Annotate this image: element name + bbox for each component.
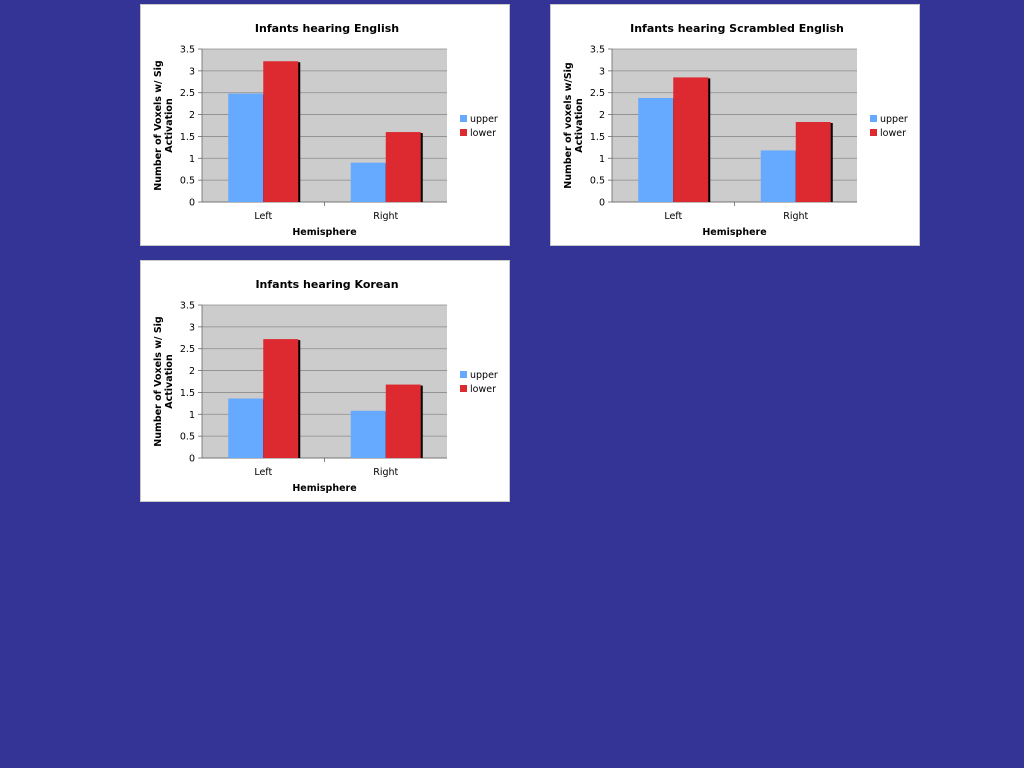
legend-swatch-lower bbox=[460, 385, 467, 392]
chart-title: Infants hearing English bbox=[255, 22, 399, 35]
bar-lower-right bbox=[385, 384, 421, 458]
bar-upper-right bbox=[760, 150, 796, 202]
y-tick-label: 1.5 bbox=[180, 132, 195, 143]
y-tick-label: 3 bbox=[599, 66, 605, 77]
y-axis-title-line: Activation bbox=[164, 354, 175, 409]
x-tick-label: Left bbox=[254, 211, 272, 222]
y-axis-title-line: Activation bbox=[164, 98, 175, 153]
legend-label-lower: lower bbox=[470, 128, 496, 139]
y-tick-label: 1 bbox=[599, 154, 605, 165]
y-tick-label: 2.5 bbox=[180, 344, 195, 355]
bar-lower-right bbox=[385, 132, 421, 202]
x-axis-title: Hemisphere bbox=[702, 227, 766, 238]
bar-upper-left bbox=[228, 398, 264, 458]
y-axis-title-line: Number of voxels w/Sig bbox=[563, 62, 574, 188]
bar-upper-left bbox=[228, 93, 264, 202]
chart-infants-english: Infants hearing English 0 0.5 1 1.5 2 2.5 3 3.5 L… bbox=[140, 4, 510, 246]
chart-svg: Infants hearing Scrambled English 0 0.5 1 1.… bbox=[563, 22, 908, 238]
legend-swatch-lower bbox=[460, 129, 467, 136]
y-axis-title-line: Number of Voxels w/ Sig bbox=[153, 60, 164, 190]
x-tick-label: Left bbox=[254, 467, 272, 478]
y-tick-label: 2 bbox=[189, 366, 195, 377]
legend-label-lower: lower bbox=[880, 128, 906, 139]
y-tick-label: 3.5 bbox=[180, 45, 195, 56]
legend-label-upper: upper bbox=[880, 114, 908, 125]
chart-infants-scrambled-english: Infants hearing Scrambled English 0 0.5 1 1.… bbox=[550, 4, 920, 246]
x-axis-title: Hemisphere bbox=[292, 483, 356, 494]
y-tick-label: 2 bbox=[189, 110, 195, 121]
chart-svg: Infants hearing Korean 0 0.5 1 1.5 2 2.5 3 3.5 Le… bbox=[153, 278, 498, 494]
x-axis-title: Hemisphere bbox=[292, 227, 356, 238]
y-tick-label: 1.5 bbox=[590, 132, 605, 143]
y-tick-label: 0.5 bbox=[180, 176, 195, 187]
x-tick-label: Right bbox=[373, 467, 398, 478]
bar-lower-left bbox=[263, 61, 299, 202]
legend-swatch-lower bbox=[870, 129, 877, 136]
y-tick-label: 0 bbox=[599, 198, 605, 209]
legend-label-lower: lower bbox=[470, 384, 496, 395]
y-tick-label: 3 bbox=[189, 322, 195, 333]
chart-title: Infants hearing Scrambled English bbox=[630, 22, 844, 35]
y-axis-title-line: Activation bbox=[574, 98, 585, 153]
x-tick-label: Right bbox=[783, 211, 808, 222]
y-tick-label: 3.5 bbox=[590, 45, 605, 56]
legend-swatch-upper bbox=[870, 115, 877, 122]
y-axis-title-line: Number of Voxels w/ Sig bbox=[153, 316, 164, 446]
bar-lower-right bbox=[795, 122, 831, 202]
y-tick-label: 0.5 bbox=[180, 432, 195, 443]
legend-swatch-upper bbox=[460, 371, 467, 378]
bar-lower-left bbox=[263, 339, 299, 458]
y-tick-label: 1 bbox=[189, 154, 195, 165]
bar-upper-right bbox=[350, 162, 386, 202]
bar-lower-left bbox=[673, 77, 709, 202]
y-tick-label: 2.5 bbox=[180, 88, 195, 99]
y-tick-label: 0 bbox=[189, 454, 195, 465]
chart-title: Infants hearing Korean bbox=[255, 278, 398, 291]
chart-svg: Infants hearing English 0 0.5 1 1.5 2 2.5 3 3.5 L… bbox=[153, 22, 498, 238]
y-tick-label: 2 bbox=[599, 110, 605, 121]
y-tick-label: 0 bbox=[189, 198, 195, 209]
chart-infants-korean: Infants hearing Korean 0 0.5 1 1.5 2 2.5 3 3.5 Le… bbox=[140, 260, 510, 502]
y-tick-label: 3 bbox=[189, 66, 195, 77]
bar-upper-right bbox=[350, 410, 386, 458]
legend-label-upper: upper bbox=[470, 114, 498, 125]
legend-swatch-upper bbox=[460, 115, 467, 122]
x-tick-label: Left bbox=[664, 211, 682, 222]
x-tick-label: Right bbox=[373, 211, 398, 222]
y-tick-label: 0.5 bbox=[590, 176, 605, 187]
y-tick-label: 3.5 bbox=[180, 301, 195, 312]
y-tick-label: 2.5 bbox=[590, 88, 605, 99]
y-tick-label: 1.5 bbox=[180, 388, 195, 399]
bar-upper-left bbox=[638, 97, 674, 202]
legend-label-upper: upper bbox=[470, 370, 498, 381]
y-tick-label: 1 bbox=[189, 410, 195, 421]
